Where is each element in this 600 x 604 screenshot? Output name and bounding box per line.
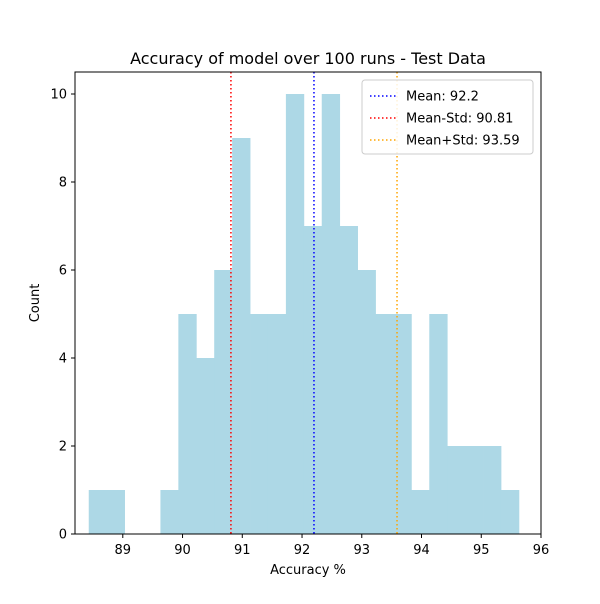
histogram-bar <box>500 490 520 534</box>
histogram-bar <box>232 138 251 534</box>
legend-label: Mean-Std: 90.81 <box>406 112 513 127</box>
histogram-bar <box>88 490 108 534</box>
histogram-bar <box>303 226 323 534</box>
histogram-bar <box>250 314 269 534</box>
histogram-bar <box>393 314 412 534</box>
plot-frame <box>74 71 542 535</box>
histogram-bar <box>465 446 484 534</box>
histogram-bar <box>483 446 502 534</box>
legend-label: Mean: 92.2 <box>406 90 479 105</box>
x-tick-label: 95 <box>473 543 490 558</box>
histogram-bar <box>267 314 287 534</box>
histogram-bar <box>106 490 125 534</box>
legend-box <box>361 79 534 155</box>
x-axis-label: Accuracy % <box>270 563 346 578</box>
histogram-bar <box>160 490 179 534</box>
x-axis-ticks: 89 90 91 92 93 94 95 96 <box>115 534 550 558</box>
y-axis-ticks: 0 2 4 6 8 10 <box>50 88 75 543</box>
histogram-bar <box>178 314 197 534</box>
bars-layer <box>88 94 520 534</box>
histogram-bar <box>357 270 376 534</box>
y-tick-label: 2 <box>59 440 67 455</box>
y-tick-label: 0 <box>59 528 67 543</box>
histogram-bar <box>447 446 466 534</box>
y-tick-label: 8 <box>59 176 67 191</box>
histogram-bar <box>285 94 305 534</box>
histogram-bar <box>214 270 233 534</box>
y-tick-label: 4 <box>59 352 67 367</box>
x-tick-label: 91 <box>234 543 251 558</box>
x-tick-label: 93 <box>353 543 370 558</box>
histogram-bar <box>411 490 430 534</box>
histogram-bar <box>375 314 394 534</box>
x-tick-label: 89 <box>115 543 132 558</box>
chart-title: Accuracy of model over 100 runs - Test D… <box>130 49 486 68</box>
x-tick-label: 94 <box>413 543 430 558</box>
legend-label: Mean+Std: 93.59 <box>406 134 520 149</box>
y-tick-label: 10 <box>50 88 67 103</box>
y-tick-label: 6 <box>59 264 67 279</box>
histogram-bar <box>429 314 448 534</box>
histogram-bar <box>339 226 358 534</box>
y-axis-label: Count <box>28 284 43 323</box>
legend: Mean: 92.2 Mean-Std: 90.81 Mean+Std: 93.59 <box>361 79 534 155</box>
histogram-bar <box>321 94 341 534</box>
histogram-bar <box>196 358 215 534</box>
x-tick-label: 92 <box>294 543 311 558</box>
x-tick-label: 96 <box>533 543 550 558</box>
x-tick-label: 90 <box>174 543 191 558</box>
